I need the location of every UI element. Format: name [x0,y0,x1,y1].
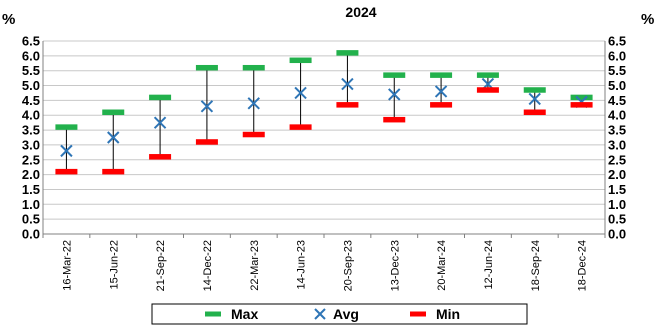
max-marker [55,124,78,130]
avg-marker [107,131,120,144]
y-ticks-right: 0.00.51.01.52.02.53.03.54.04.55.05.56.06… [608,34,626,242]
x-tick-label: 14-Dec-22 [202,240,214,291]
avg-marker [200,100,214,113]
avg-marker [247,97,260,110]
avg-marker [434,85,448,98]
y-tick-label-right: 2.0 [608,167,626,182]
y-tick-label-left: 6.0 [22,48,40,63]
min-marker [570,102,593,108]
max-marker [430,72,453,78]
y-tick-label-right: 3.0 [608,137,626,152]
avg-marker [341,77,354,91]
legend-avg-label: Avg [333,306,359,322]
y-tick-label-left: 5.0 [22,78,40,93]
legend-max-label: Max [231,306,258,322]
y-tick-label-right: 2.5 [608,152,626,167]
data-marks [55,50,593,175]
y-tick-label-right: 4.5 [608,93,626,108]
y-axis-unit-right: % [641,11,654,28]
y-tick-label-left: 0.0 [22,227,40,242]
x-tick-label: 20-Mar-24 [436,240,448,291]
legend-min-symbol [410,311,426,317]
x-tick-label: 13-Dec-23 [389,240,401,291]
x-tick-labels: 16-Mar-22 15-Jun-22 21-Sep-22 14-Dec-22 22-M… [61,240,588,291]
y-tick-label-right: 0.5 [608,212,626,227]
min-marker [383,116,406,123]
y-tick-label-right: 3.5 [608,123,626,138]
y-tick-label-left: 1.0 [22,197,40,212]
y-tick-label-left: 3.5 [22,123,40,138]
max-marker [570,94,593,101]
legend-avg-symbol [314,308,326,320]
min-marker [195,139,218,145]
y-tick-label-right: 6.0 [608,48,626,63]
min-marker [149,154,172,160]
y-axis-unit-left: % [2,11,15,28]
legend-max-symbol [205,311,221,317]
max-marker [242,64,265,71]
y-tick-label-right: 6.5 [608,34,626,49]
min-marker [289,124,312,130]
x-tick-label: 20-Sep-23 [342,240,354,291]
x-tick-label: 21-Sep-22 [155,240,167,291]
axes [42,41,606,238]
y-tick-label-right: 1.5 [608,182,626,197]
max-marker [149,94,172,101]
max-marker [523,87,546,93]
x-tick-label: 12-Jun-24 [483,240,495,290]
min-marker [242,131,265,138]
y-tick-label-left: 0.5 [22,212,40,227]
min-marker [430,102,453,108]
max-marker [336,50,359,56]
min-marker [55,168,78,175]
legend-box [151,303,528,325]
y-tick-label-right: 4.0 [608,108,626,123]
min-marker [476,87,499,93]
x-tick-label: 18-Sep-24 [530,240,542,291]
y-tick-label-left: 5.5 [22,63,40,78]
y-tick-label-left: 3.0 [22,137,40,152]
chart-title: 2024 [345,4,376,20]
max-marker [102,109,125,116]
y-tick-label-right: 5.0 [608,78,626,93]
max-marker [289,57,312,64]
range-lines [65,52,583,172]
min-marker [102,168,125,175]
y-tick-label-right: 5.5 [608,63,626,78]
avg-marker [528,92,541,106]
avg-marker [388,88,401,101]
y-ticks-left: 0.00.51.01.52.02.53.03.54.04.55.05.56.06… [22,34,40,242]
y-tick-label-left: 1.5 [22,182,40,197]
legend-min-label: Min [436,306,460,322]
x-tick-label: 16-Mar-22 [61,240,73,291]
max-marker [195,64,218,71]
gridlines [43,40,605,235]
x-tick-label: 22-Mar-23 [249,240,261,291]
x-tick-label: 14-Jun-23 [296,240,308,290]
x-tick-label: 18-Dec-24 [577,240,589,291]
max-marker [383,72,406,78]
avg-marker [60,144,73,158]
avg-marker [153,116,167,129]
legend: Max Avg Min [151,303,528,325]
avg-marker [294,86,307,100]
x-tick-label: 15-Jun-22 [108,240,120,290]
max-marker [476,72,499,78]
y-tick-label-left: 2.0 [22,167,40,182]
y-tick-label-right: 1.0 [608,197,626,212]
y-tick-label-right: 0.0 [608,227,626,242]
min-marker [523,109,546,116]
y-tick-label-left: 4.5 [22,93,40,108]
y-tick-label-left: 6.5 [22,34,40,49]
y-tick-label-left: 4.0 [22,108,40,123]
min-marker [336,102,359,108]
y-tick-label-left: 2.5 [22,152,40,167]
